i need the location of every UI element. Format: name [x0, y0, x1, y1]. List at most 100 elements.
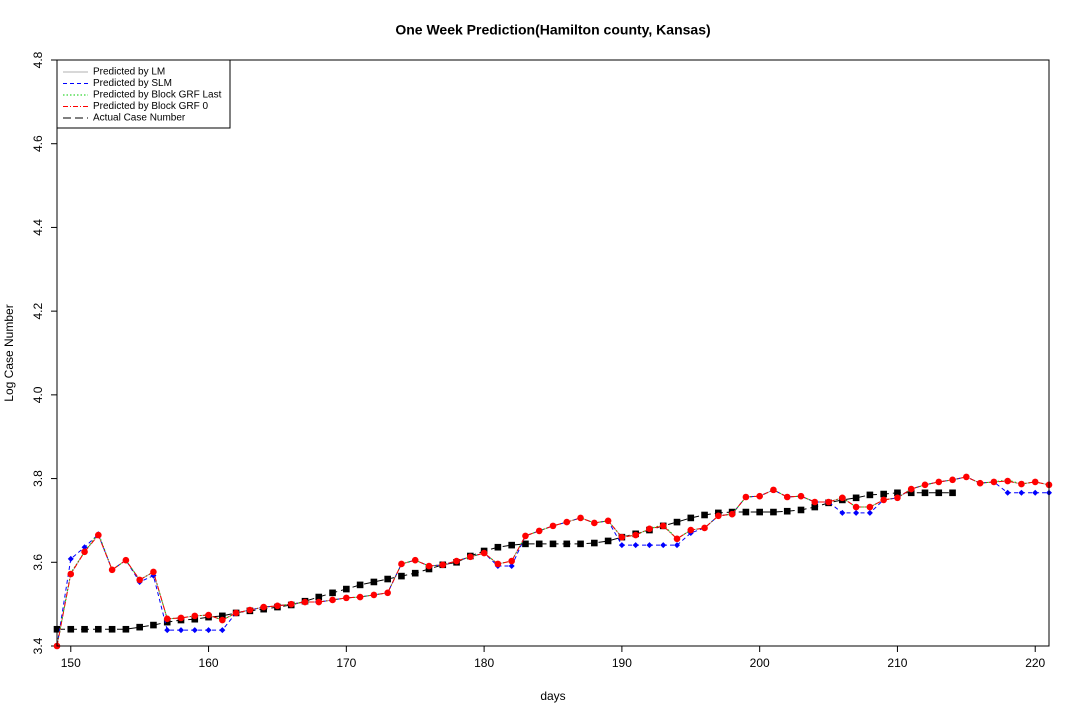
point: [191, 627, 198, 634]
y-axis-label: Log Case Number: [2, 304, 16, 401]
legend-label: Predicted by Block GRF 0: [93, 101, 208, 112]
x-tick-label: 160: [199, 656, 219, 670]
point: [508, 563, 515, 570]
point: [274, 602, 281, 610]
point: [522, 532, 529, 540]
point: [205, 627, 212, 634]
point: [577, 540, 584, 548]
point: [384, 589, 391, 597]
point: [646, 542, 653, 549]
point: [866, 491, 874, 499]
point: [384, 575, 391, 583]
point: [315, 593, 323, 601]
point: [163, 618, 171, 626]
point: [122, 625, 130, 633]
x-tick-label: 170: [336, 656, 356, 670]
point: [494, 543, 502, 551]
point: [894, 494, 901, 502]
point: [480, 549, 488, 557]
point: [687, 526, 695, 534]
point: [949, 476, 956, 484]
x-tick-label: 210: [887, 656, 907, 670]
point: [425, 562, 433, 570]
point: [81, 548, 88, 556]
point: [659, 522, 667, 530]
x-tick-label: 200: [750, 656, 770, 670]
point: [370, 578, 378, 586]
point: [343, 585, 350, 593]
point: [990, 478, 998, 486]
point: [701, 524, 708, 532]
point: [866, 509, 873, 516]
point: [963, 473, 970, 481]
point: [494, 560, 502, 568]
point: [839, 494, 846, 502]
point: [108, 566, 116, 574]
point: [508, 557, 515, 565]
point: [577, 514, 584, 522]
point: [646, 525, 653, 533]
point: [921, 481, 929, 489]
point: [453, 557, 460, 565]
point: [1018, 489, 1025, 496]
point: [742, 493, 750, 501]
point: [178, 627, 184, 634]
point: [935, 489, 943, 497]
point: [95, 531, 102, 539]
point: [687, 514, 695, 522]
point: [177, 614, 185, 622]
point: [1004, 477, 1011, 485]
point: [976, 479, 984, 487]
point: [398, 560, 405, 568]
point: [701, 511, 708, 519]
point: [329, 596, 336, 604]
legend-label: Predicted by LM: [93, 67, 165, 78]
point: [508, 541, 515, 549]
y-tick-label: 4.2: [31, 302, 45, 319]
point: [839, 509, 846, 516]
point: [164, 627, 171, 634]
point: [191, 612, 199, 620]
chart-title: One Week Prediction(Hamilton county, Kan…: [395, 22, 710, 38]
point: [232, 609, 240, 617]
point: [1031, 478, 1039, 486]
legend-box: [56, 59, 231, 129]
point: [81, 544, 88, 551]
point: [907, 489, 915, 497]
point: [604, 537, 612, 545]
point: [894, 489, 901, 497]
point: [67, 625, 75, 633]
point: [356, 593, 364, 601]
x-tick-label: 150: [61, 656, 81, 670]
point: [370, 591, 378, 599]
point: [632, 542, 639, 549]
point: [618, 542, 625, 549]
point: [1018, 480, 1025, 488]
point: [549, 540, 557, 548]
point: [398, 572, 405, 580]
point: [439, 561, 447, 569]
point: [315, 598, 323, 606]
point: [411, 556, 419, 564]
point: [770, 508, 777, 516]
point: [150, 568, 157, 576]
y-tick-label: 3.8: [31, 470, 45, 487]
point: [632, 531, 639, 539]
x-tick-label: 180: [474, 656, 494, 670]
point: [770, 486, 777, 494]
y-tick-label: 4.4: [31, 219, 45, 236]
point: [136, 576, 143, 584]
point: [618, 533, 626, 541]
point: [852, 503, 860, 511]
point: [783, 507, 791, 515]
point: [219, 616, 226, 624]
point: [81, 625, 88, 633]
point: [535, 540, 543, 548]
point: [1032, 489, 1039, 496]
point: [935, 478, 943, 486]
x-axis-label: days: [540, 689, 565, 703]
point: [301, 598, 309, 606]
point: [95, 625, 102, 633]
x-tick-label: 220: [1025, 656, 1045, 670]
